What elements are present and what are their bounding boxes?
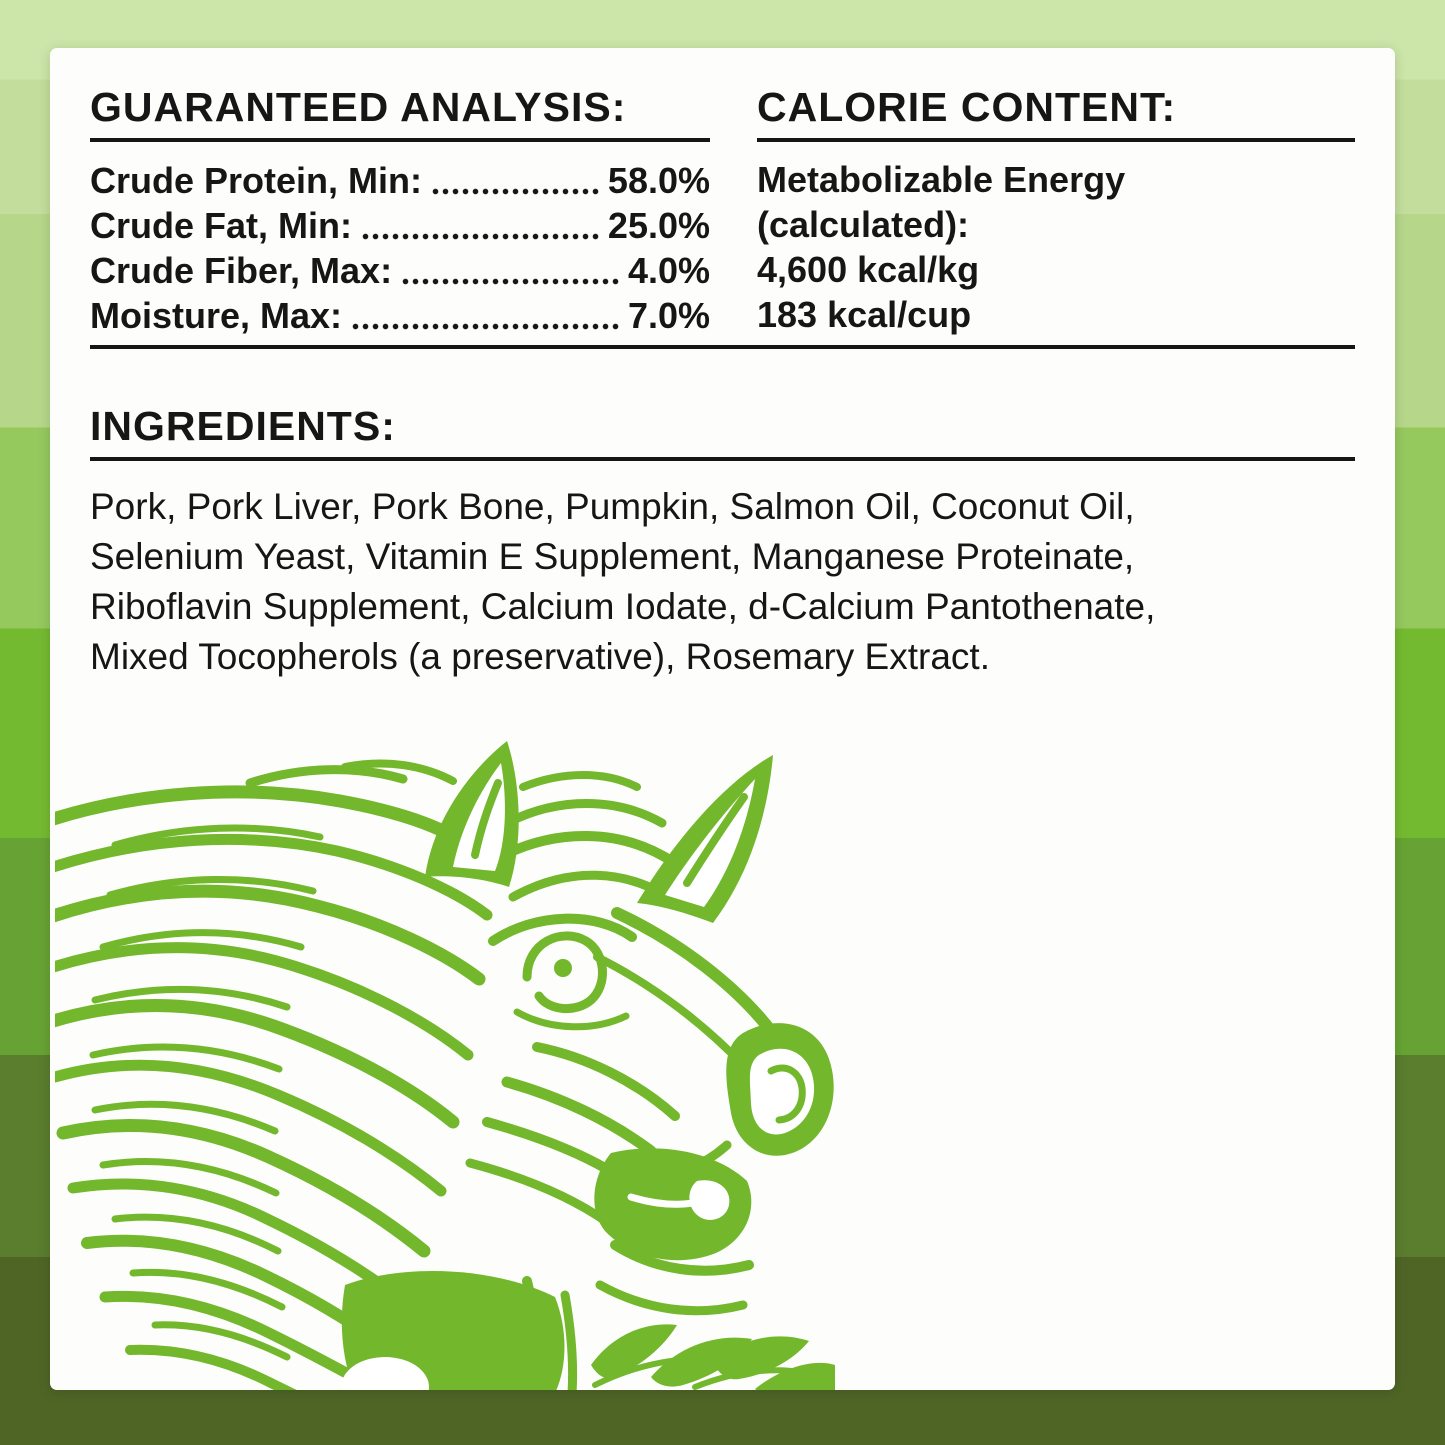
label-card: GUARANTEED ANALYSIS: Crude Protein, Min:…: [50, 48, 1395, 1390]
analysis-value: 7.0%: [627, 295, 710, 337]
dot-leader: [431, 187, 602, 197]
pig-line-art-illustration: [55, 741, 835, 1390]
top-columns: GUARANTEED ANALYSIS: Crude Protein, Min:…: [90, 84, 1355, 337]
title-underline: [757, 138, 1355, 143]
dot-leader: [401, 277, 622, 287]
calorie-line: (calculated):: [757, 204, 970, 246]
table-row: Moisture, Max: 7.0%: [90, 292, 710, 337]
analysis-name: Crude Fiber, Max:: [90, 250, 393, 292]
analysis-table: Crude Protein, Min: 58.0% Crude Fat, Min…: [90, 157, 710, 337]
analysis-name: Moisture, Max:: [90, 295, 343, 337]
title-underline: [90, 457, 1355, 462]
analysis-value: 58.0%: [607, 160, 710, 202]
ingredients-line: Mixed Tocopherols (a preservative), Rose…: [90, 636, 990, 678]
calorie-line: 4,600 kcal/kg: [757, 249, 980, 291]
ingredients-line: Selenium Yeast, Vitamin E Supplement, Ma…: [90, 536, 1135, 578]
dot-leader: [360, 232, 602, 242]
analysis-name: Crude Fat, Min:: [90, 205, 352, 247]
calorie-line: 183 kcal/cup: [757, 294, 972, 336]
dot-leader: [351, 322, 622, 332]
calorie-content-section: CALORIE CONTENT: Metabolizable Energy (c…: [757, 84, 1355, 337]
guaranteed-analysis-title: GUARANTEED ANALYSIS:: [90, 84, 627, 130]
ingredients-line: Pork, Pork Liver, Pork Bone, Pumpkin, Sa…: [90, 486, 1135, 528]
analysis-name: Crude Protein, Min:: [90, 160, 422, 202]
table-row: Crude Fat, Min: 25.0%: [90, 202, 710, 247]
table-row: Crude Fiber, Max: 4.0%: [90, 247, 710, 292]
calorie-content-title: CALORIE CONTENT:: [757, 84, 1177, 130]
analysis-value: 4.0%: [627, 250, 710, 292]
ingredients-title: INGREDIENTS:: [90, 403, 396, 450]
guaranteed-analysis-section: GUARANTEED ANALYSIS: Crude Protein, Min:…: [90, 84, 710, 337]
title-underline: [90, 138, 710, 143]
ingredients-line: Riboflavin Supplement, Calcium Iodate, d…: [90, 586, 1156, 628]
ingredients-text: Pork, Pork Liver, Pork Bone, Pumpkin, Sa…: [90, 482, 1355, 682]
section-divider-rule: [90, 345, 1355, 350]
ingredients-section: INGREDIENTS: Pork, Pork Liver, Pork Bone…: [90, 403, 1355, 682]
calorie-lines: Metabolizable Energy (calculated): 4,600…: [757, 157, 1355, 337]
analysis-value: 25.0%: [607, 205, 710, 247]
table-row: Crude Protein, Min: 58.0%: [90, 157, 710, 202]
calorie-line: Metabolizable Energy: [757, 159, 1126, 201]
